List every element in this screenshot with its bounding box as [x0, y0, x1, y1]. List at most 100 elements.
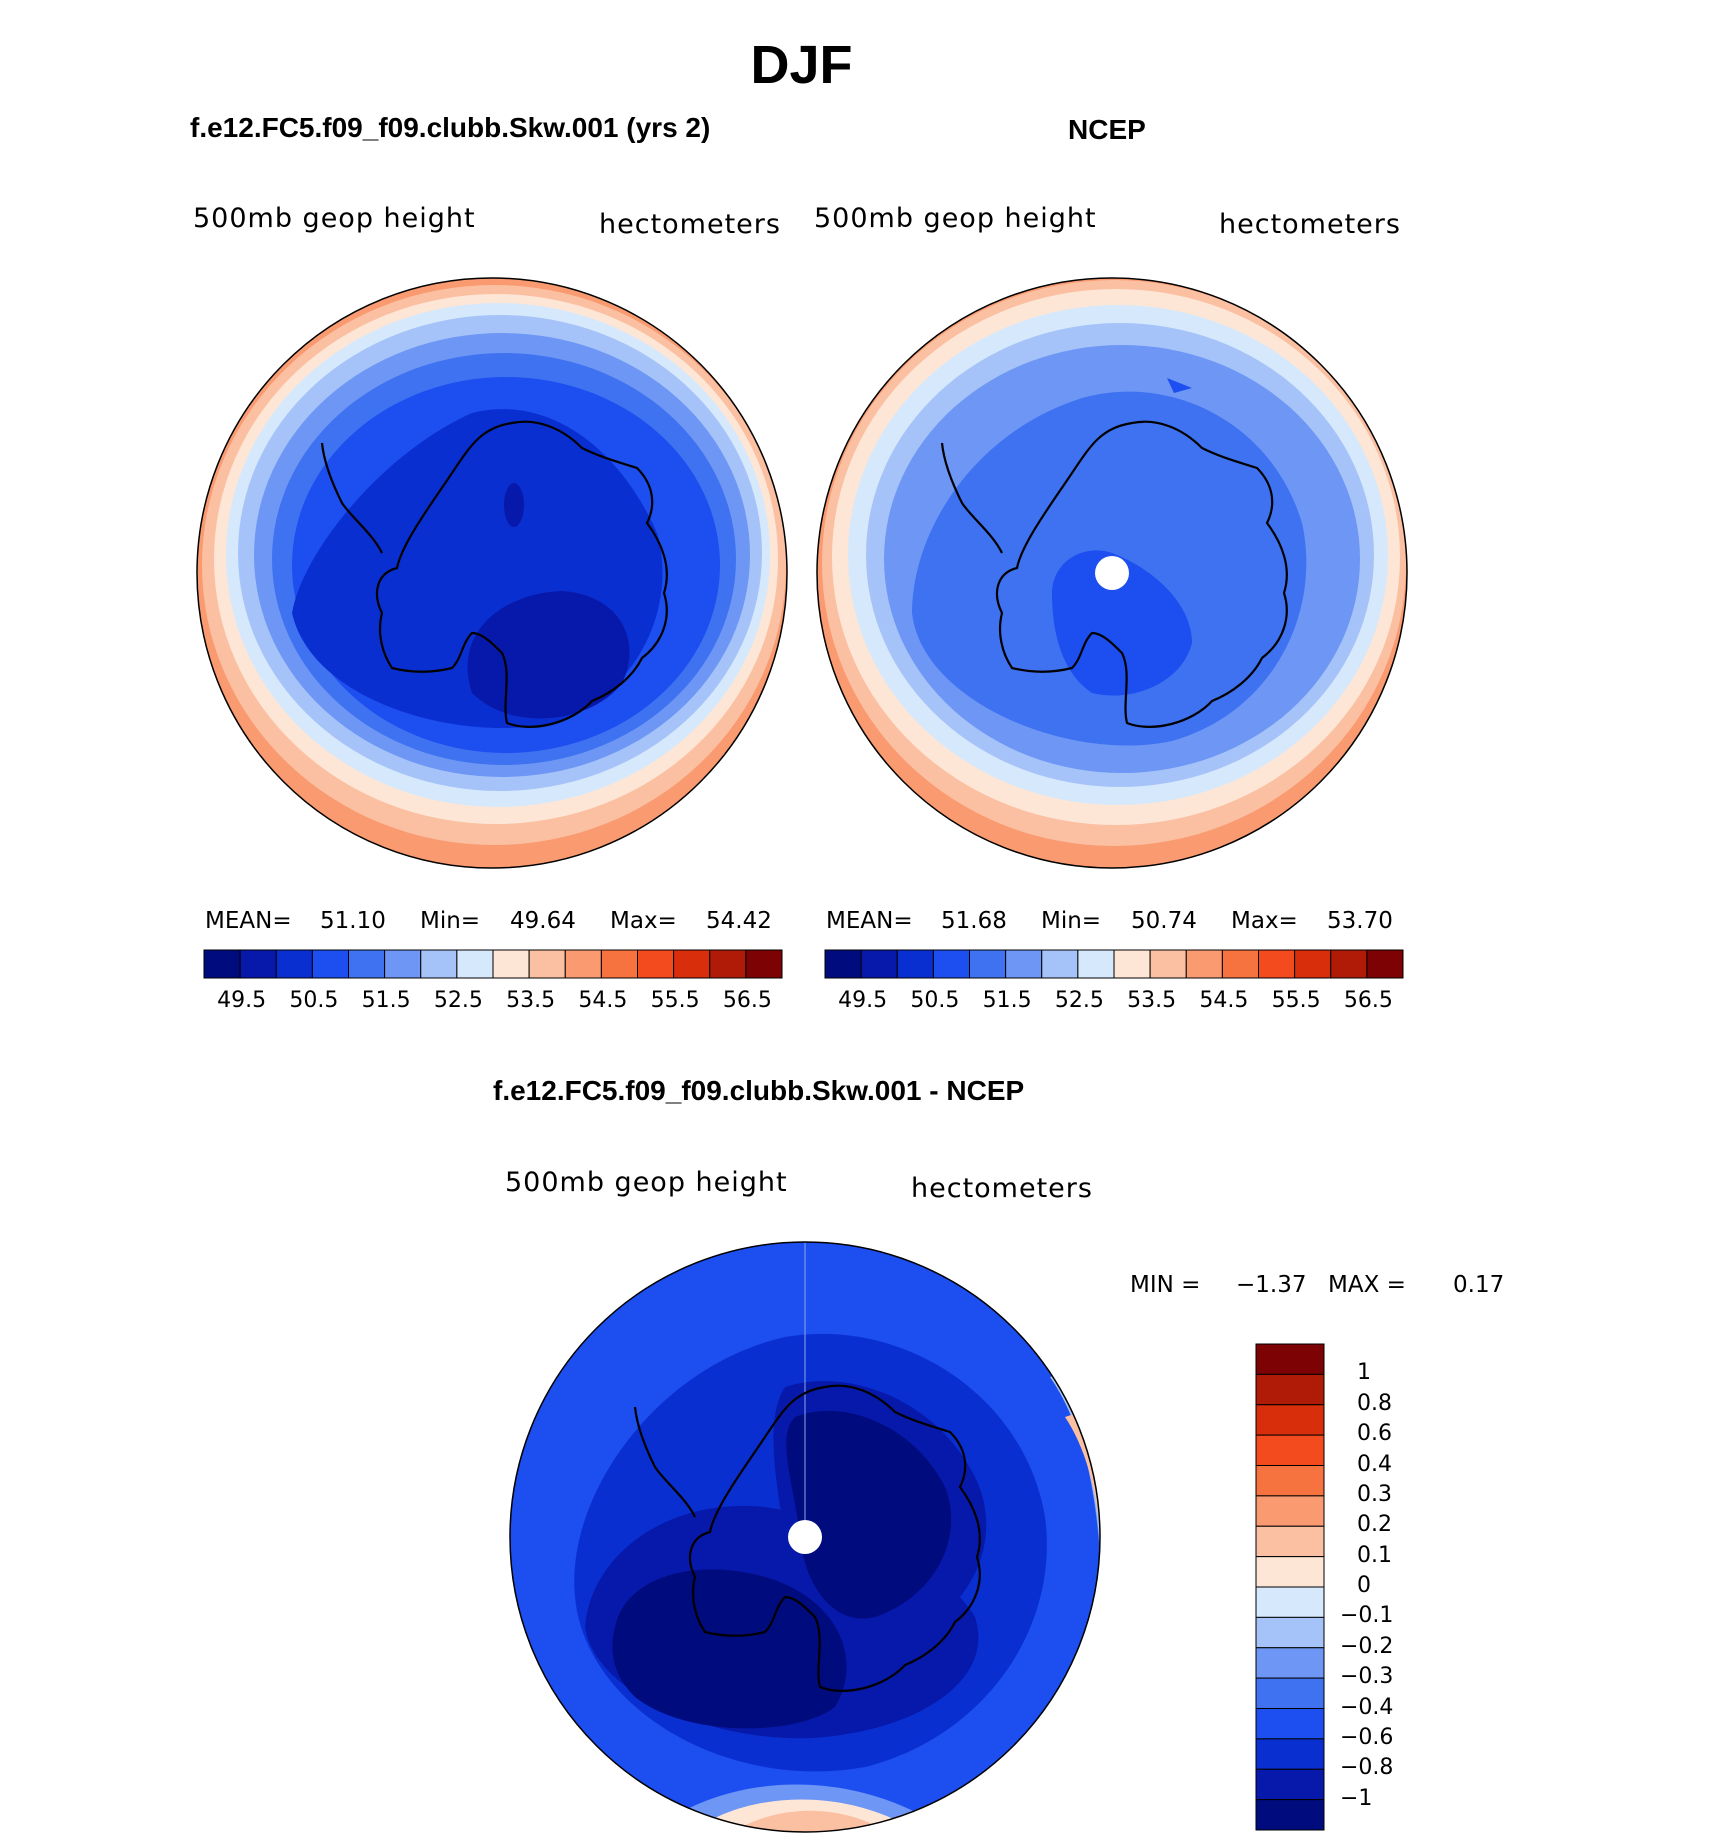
- colorbar-tick-label: 52.5: [1054, 988, 1104, 1013]
- panel-3-colorbar: [1255, 1343, 1325, 1831]
- colorbar-swatch: [896, 949, 934, 979]
- colorbar-swatch: [1255, 1343, 1325, 1375]
- colorbar-tick-label: 56.5: [722, 988, 772, 1013]
- panel-3-polar-map: [509, 1241, 1101, 1833]
- colorbar-swatch: [239, 949, 277, 979]
- colorbar-swatch: [348, 949, 386, 979]
- colorbar-swatch: [637, 949, 675, 979]
- colorbar-tick-label: 51.5: [361, 988, 411, 1013]
- panel-2-polar-map: [816, 277, 1408, 869]
- colorbar-tick-label: 55.5: [1271, 988, 1321, 1013]
- colorbar-swatch: [860, 949, 898, 979]
- colorbar-tick-label: 55.5: [650, 988, 700, 1013]
- colorbar-tick-label: 49.5: [838, 988, 888, 1013]
- colorbar-swatch: [673, 949, 711, 979]
- colorbar-tick-label: −0.4: [1340, 1694, 1394, 1720]
- panel-1-min-value: 49.64: [510, 908, 576, 934]
- colorbar-tick-label: 0.1: [1357, 1542, 1392, 1568]
- colorbar-swatch: [203, 949, 241, 979]
- colorbar-tick-label: −0.6: [1340, 1724, 1394, 1750]
- panel-1-mean-value: 51.10: [320, 908, 386, 934]
- colorbar-swatch: [1294, 949, 1332, 979]
- panel-3-coastline: [633, 1384, 981, 1692]
- colorbar-tick-label: 0.4: [1357, 1451, 1392, 1477]
- colorbar-swatch: [1255, 1525, 1325, 1558]
- colorbar-swatch: [275, 949, 313, 979]
- colorbar-tick-label: 0.8: [1357, 1390, 1392, 1416]
- panel-1-mean-label: MEAN=: [205, 908, 292, 934]
- panel-1-max-label: Max=: [610, 908, 677, 934]
- colorbar-tick-label: 54.5: [1199, 988, 1249, 1013]
- panel-3-min-label: MIN =: [1130, 1272, 1201, 1298]
- panel-1-min-label: Min=: [420, 908, 481, 934]
- colorbar-swatch: [1330, 949, 1368, 979]
- colorbar-swatch: [1077, 949, 1115, 979]
- colorbar-tick-label: 53.5: [506, 988, 556, 1013]
- colorbar-tick-label: 51.5: [982, 988, 1032, 1013]
- colorbar-tick-label: 54.5: [578, 988, 628, 1013]
- panel-3-max-value: 0.17: [1453, 1272, 1505, 1298]
- colorbar-swatch: [1255, 1586, 1325, 1618]
- panel-2-max-label: Max=: [1231, 908, 1298, 934]
- colorbar-tick-label: 52.5: [433, 988, 483, 1013]
- colorbar-swatch: [709, 949, 747, 979]
- figure-title: DJF: [750, 35, 853, 95]
- panel-3-field-label: 500mb geop height: [505, 1167, 788, 1198]
- colorbar-swatch: [1255, 1434, 1325, 1466]
- panel-2-max-value: 53.70: [1327, 908, 1393, 934]
- colorbar-swatch: [1149, 949, 1187, 979]
- colorbar-tick-label: 1: [1357, 1360, 1371, 1386]
- panel-1-field-label: 500mb geop height: [193, 203, 476, 234]
- colorbar-swatch: [1255, 1738, 1325, 1770]
- colorbar-tick-label: −0.8: [1340, 1755, 1394, 1781]
- colorbar-swatch: [1221, 949, 1259, 979]
- colorbar-swatch: [1255, 1616, 1325, 1649]
- panel-3-max-label: MAX =: [1328, 1272, 1406, 1298]
- colorbar-swatch: [1255, 1465, 1325, 1497]
- panel-1-max-value: 54.42: [706, 908, 772, 934]
- panel-1-units-label: hectometers: [599, 209, 781, 240]
- panel-2-colorbar: [824, 949, 1404, 979]
- colorbar-swatch: [1113, 949, 1151, 979]
- colorbar-swatch: [1255, 1373, 1325, 1406]
- panel-2-mean-value: 51.68: [941, 908, 1007, 934]
- colorbar-swatch: [1255, 1768, 1325, 1801]
- panel-3-title: f.e12.FC5.f09_f09.clubb.Skw.001 - NCEP: [493, 1075, 1025, 1106]
- colorbar-tick-label: 56.5: [1343, 988, 1393, 1013]
- colorbar-swatch: [600, 949, 638, 979]
- colorbar-swatch: [384, 949, 422, 979]
- colorbar-swatch: [1366, 949, 1404, 979]
- colorbar-swatch: [564, 949, 602, 979]
- panel-1-colorbar: [203, 949, 783, 979]
- colorbar-tick-label: −0.2: [1340, 1633, 1394, 1659]
- colorbar-swatch: [745, 949, 783, 979]
- panel-2-min-label: Min=: [1041, 908, 1102, 934]
- colorbar-swatch: [528, 949, 566, 979]
- colorbar-swatch: [1255, 1799, 1325, 1831]
- colorbar-tick-label: 0.3: [1357, 1481, 1392, 1507]
- panel-2-mean-label: MEAN=: [826, 908, 913, 934]
- panel-2-pole-missing-marker: [1095, 556, 1129, 590]
- colorbar-tick-label: 50.5: [289, 988, 339, 1013]
- colorbar-swatch: [1005, 949, 1043, 979]
- colorbar-tick-label: 0.2: [1357, 1512, 1392, 1538]
- panel-1-polar-map: [196, 277, 788, 869]
- colorbar-tick-label: 49.5: [217, 988, 267, 1013]
- colorbar-swatch: [1255, 1677, 1325, 1709]
- colorbar-swatch: [1255, 1495, 1325, 1527]
- panel-2-title: NCEP: [1068, 114, 1146, 145]
- colorbar-swatch: [932, 949, 970, 979]
- colorbar-swatch: [969, 949, 1007, 979]
- colorbar-swatch: [1185, 949, 1223, 979]
- colorbar-tick-label: 0: [1357, 1573, 1371, 1598]
- panel-3-units-label: hectometers: [911, 1173, 1093, 1204]
- panel-2-units-label: hectometers: [1219, 209, 1401, 240]
- colorbar-swatch: [1041, 949, 1079, 979]
- colorbar-swatch: [311, 949, 349, 979]
- colorbar-swatch: [1255, 1708, 1325, 1740]
- colorbar-tick-label: −0.3: [1340, 1664, 1394, 1690]
- panel-1-title: f.e12.FC5.f09_f09.clubb.Skw.001 (yrs 2): [190, 112, 711, 143]
- colorbar-tick-label: 50.5: [910, 988, 960, 1013]
- colorbar-swatch: [456, 949, 494, 979]
- panel-3-min-value: −1.37: [1236, 1272, 1307, 1298]
